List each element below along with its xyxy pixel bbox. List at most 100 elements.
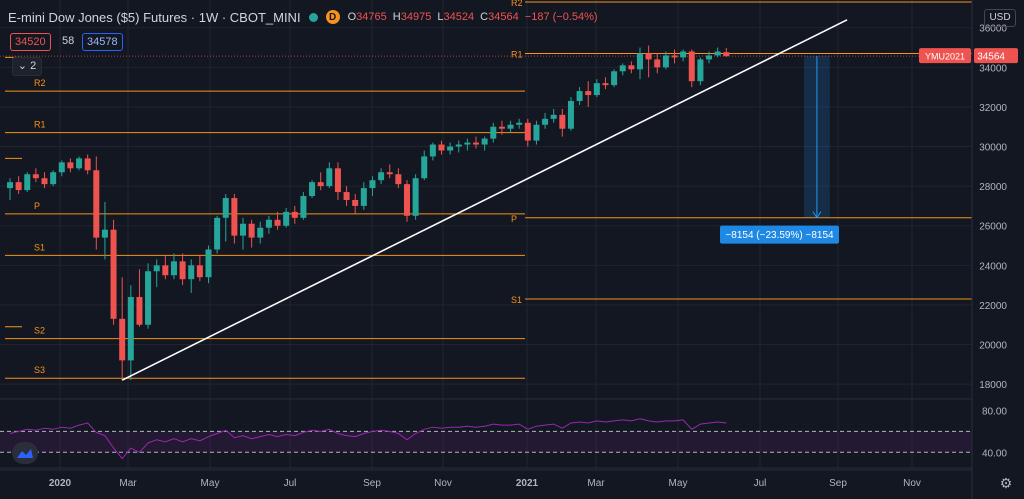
trendline xyxy=(121,19,848,381)
time-tick: 2021 xyxy=(516,478,539,489)
price-tick: 22000 xyxy=(979,301,1007,312)
candle-body xyxy=(248,223,255,238)
candle-body xyxy=(67,162,74,169)
candle-body xyxy=(473,142,480,145)
candle-body xyxy=(360,188,367,206)
candle-body xyxy=(542,118,549,125)
rsi-tick: 40.00 xyxy=(982,448,1007,459)
candle-body xyxy=(507,124,514,129)
indicators-toggle[interactable]: ⌄ 2 xyxy=(12,57,42,76)
candle-body xyxy=(265,219,272,228)
symbol-title[interactable]: E-mini Dow Jones ($5) Futures · 1W · CBO… xyxy=(8,9,301,25)
candle-body xyxy=(429,144,436,157)
pivot-label: S3 xyxy=(34,365,45,375)
candle-body xyxy=(688,51,695,82)
buy-button[interactable]: 34578 xyxy=(82,33,123,51)
candle-body xyxy=(352,199,359,206)
time-tick: May xyxy=(669,478,688,489)
time-tick: Sep xyxy=(829,478,847,489)
candle-body xyxy=(723,52,730,57)
candle-body xyxy=(585,91,592,96)
candle-body xyxy=(240,223,247,236)
tradingview-logo-icon[interactable] xyxy=(12,442,38,464)
candle-body xyxy=(421,156,428,179)
time-tick: Nov xyxy=(903,478,921,489)
candle-body xyxy=(76,158,83,169)
candle-body xyxy=(680,51,687,58)
candle-body xyxy=(498,126,505,129)
candle-body xyxy=(334,168,341,193)
candle-body xyxy=(403,184,410,216)
candle-body xyxy=(550,114,557,119)
candle-body xyxy=(101,229,108,238)
candle-body xyxy=(257,227,264,238)
candle-body xyxy=(559,114,566,129)
pivot-label: R2 xyxy=(511,0,523,8)
candle-body xyxy=(205,249,212,278)
candle-body xyxy=(386,172,393,175)
candle-body xyxy=(93,170,100,238)
time-tick: 2020 xyxy=(49,478,72,489)
candle-body xyxy=(412,178,419,216)
price-tick: 30000 xyxy=(979,143,1007,154)
price-tick: 32000 xyxy=(979,103,1007,114)
pivot-label: S2 xyxy=(34,326,45,336)
pivot-label: R1 xyxy=(511,49,523,59)
currency-selector[interactable]: USD xyxy=(984,9,1016,27)
candle-body xyxy=(179,261,186,280)
market-status-dot xyxy=(308,12,318,22)
candle-body xyxy=(671,55,678,58)
time-tick: Jul xyxy=(754,478,767,489)
price-grid xyxy=(0,0,972,468)
rsi-line xyxy=(9,418,727,460)
pivot-label: S1 xyxy=(511,295,522,305)
candle-body xyxy=(516,122,523,125)
candle-body xyxy=(326,168,333,187)
data-source-logo: D xyxy=(325,10,340,24)
candle-body xyxy=(50,172,57,185)
time-tick: Sep xyxy=(363,478,381,489)
candle-body xyxy=(645,53,652,60)
candle-body xyxy=(611,71,618,86)
candle-body xyxy=(455,144,462,147)
candle-body xyxy=(706,55,713,60)
measure-label: −8154 (−23.59%) −8154 xyxy=(725,230,834,241)
candle-body xyxy=(84,158,91,171)
spread-value: 58 xyxy=(62,35,75,47)
candle-body xyxy=(697,59,704,82)
gear-icon[interactable]: ⚙ xyxy=(999,475,1013,491)
time-tick: May xyxy=(201,478,220,489)
candle-body xyxy=(481,138,488,145)
ohlc-readout: O34765 H34975 L34524 C34564 −187 (−0.54%… xyxy=(347,11,598,23)
candle-body xyxy=(628,65,635,70)
candle-body xyxy=(231,198,238,236)
candle-body xyxy=(136,297,143,325)
candle-body xyxy=(593,83,600,96)
drawings[interactable]: −8154 (−23.59%) −8154 xyxy=(121,19,848,381)
symbol-tag-box xyxy=(919,48,971,64)
candle-body xyxy=(343,192,350,200)
candle-body xyxy=(222,198,229,218)
time-tick: Jul xyxy=(284,478,297,489)
candle-body xyxy=(170,261,177,276)
candle-body xyxy=(533,124,540,141)
candle-body xyxy=(714,51,721,56)
sell-button[interactable]: 34520 xyxy=(10,33,51,51)
candle-body xyxy=(119,318,126,361)
candle-body xyxy=(524,122,531,141)
measure-label-box xyxy=(720,225,839,244)
candle-body xyxy=(24,174,31,191)
candle-body xyxy=(490,126,497,139)
candle-body xyxy=(58,162,65,173)
candle-body xyxy=(317,182,324,187)
rsi-pane xyxy=(0,398,972,469)
candle-body xyxy=(447,146,454,151)
candles xyxy=(7,45,730,381)
pivot-label: S1 xyxy=(34,242,45,252)
candle-body xyxy=(110,229,117,319)
candle-body xyxy=(15,182,22,191)
rsi-tick: 80.00 xyxy=(982,406,1007,417)
candle-body xyxy=(576,91,583,101)
candle-body xyxy=(196,265,203,278)
